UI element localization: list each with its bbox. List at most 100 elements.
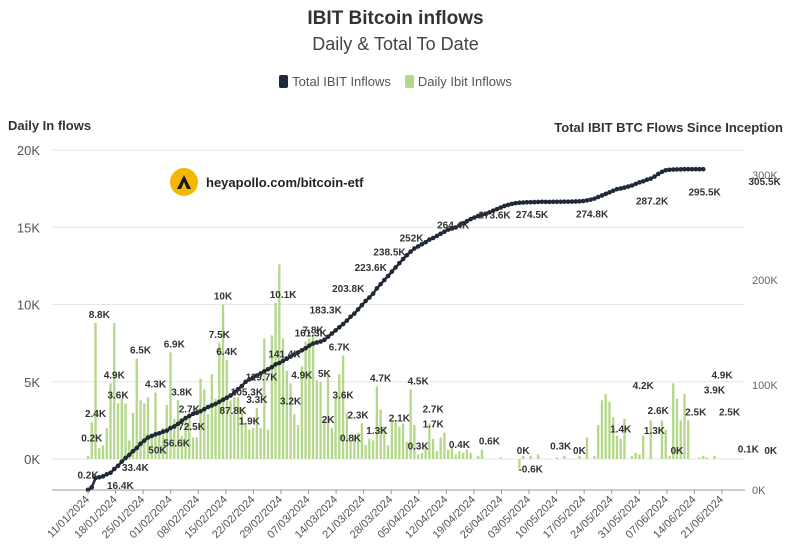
daily-bar bbox=[270, 335, 273, 459]
daily-bar bbox=[416, 454, 420, 459]
daily-bar bbox=[398, 426, 401, 459]
daily-bar bbox=[105, 428, 108, 459]
total-point bbox=[599, 193, 605, 198]
daily-bar bbox=[518, 459, 521, 469]
total-point bbox=[682, 166, 687, 172]
daily-data-label: 0.8K bbox=[340, 434, 362, 445]
daily-bar bbox=[356, 432, 360, 459]
daily-bar bbox=[480, 449, 484, 459]
total-point bbox=[438, 231, 443, 237]
total-point bbox=[385, 273, 391, 279]
daily-data-label: 0.4K bbox=[449, 440, 471, 451]
total-point bbox=[160, 429, 166, 435]
daily-bar bbox=[630, 455, 634, 459]
total-point bbox=[532, 199, 537, 205]
total-point bbox=[149, 433, 155, 439]
total-data-label: 50K bbox=[148, 446, 167, 457]
legend-swatch-total bbox=[279, 75, 289, 88]
total-point bbox=[678, 167, 684, 172]
total-point bbox=[310, 341, 316, 346]
total-point bbox=[292, 352, 297, 357]
daily-data-label: 10.1K bbox=[270, 290, 297, 301]
daily-bar bbox=[184, 415, 187, 459]
total-point bbox=[239, 383, 245, 389]
total-point bbox=[104, 471, 110, 477]
total-point bbox=[228, 393, 233, 398]
daily-bar bbox=[439, 437, 442, 459]
total-point bbox=[513, 200, 518, 206]
daily-bar bbox=[255, 408, 258, 459]
total-point bbox=[89, 484, 95, 490]
daily-data-label: 2.7K bbox=[179, 404, 201, 415]
total-data-label: 161.3K bbox=[295, 329, 328, 340]
daily-bar bbox=[454, 454, 457, 459]
right-axis-title: Total IBIT BTC Flows Since Inception bbox=[554, 120, 783, 135]
legend-swatch-daily bbox=[404, 75, 414, 88]
daily-bar bbox=[585, 437, 589, 459]
total-point bbox=[502, 203, 507, 209]
total-point bbox=[156, 431, 162, 436]
total-data-label: 72.5K bbox=[178, 422, 205, 433]
total-point bbox=[85, 487, 91, 493]
daily-bar bbox=[214, 398, 217, 459]
daily-bar bbox=[304, 341, 307, 459]
daily-data-label: 0.3K bbox=[550, 441, 572, 452]
total-point bbox=[374, 286, 380, 291]
legend-item-total[interactable]: Total IBIT Inflows bbox=[279, 74, 391, 89]
daily-data-label: 1.7K bbox=[423, 420, 445, 431]
daily-bar bbox=[638, 454, 641, 459]
total-point bbox=[198, 408, 203, 414]
total-data-label: 56.6K bbox=[163, 439, 190, 450]
daily-bar bbox=[499, 457, 502, 459]
daily-bar bbox=[229, 400, 232, 459]
total-data-label: 203.8K bbox=[332, 284, 365, 295]
total-point bbox=[558, 199, 563, 205]
total-point bbox=[303, 345, 308, 351]
total-point bbox=[457, 223, 462, 228]
daily-data-label: 5K bbox=[318, 369, 332, 380]
daily-bar bbox=[90, 421, 93, 459]
daily-bar bbox=[660, 420, 664, 459]
total-point bbox=[535, 199, 541, 205]
daily-bar bbox=[86, 455, 90, 459]
left-tick-label: 15K bbox=[17, 220, 40, 235]
total-point bbox=[562, 199, 567, 204]
daily-bar bbox=[259, 428, 262, 459]
total-point bbox=[153, 432, 158, 437]
total-point bbox=[224, 395, 230, 401]
total-point bbox=[640, 179, 646, 184]
daily-bar bbox=[176, 400, 180, 459]
total-data-label: 16.4K bbox=[107, 481, 134, 492]
total-point bbox=[487, 210, 492, 215]
daily-bar bbox=[146, 397, 150, 459]
total-point bbox=[573, 199, 578, 204]
daily-data-label: 4.9K bbox=[104, 370, 126, 381]
chart-subtitle: Daily & Total To Date bbox=[312, 34, 479, 54]
right-tick-label: 300K bbox=[752, 170, 778, 182]
daily-bar bbox=[458, 451, 461, 459]
total-point bbox=[96, 474, 102, 480]
legend-item-daily[interactable]: Daily Ibit Inflows bbox=[404, 74, 512, 89]
daily-bar bbox=[537, 454, 540, 459]
daily-bar bbox=[353, 435, 356, 459]
daily-bar bbox=[563, 455, 566, 459]
total-point bbox=[258, 371, 263, 376]
daily-data-label: 2.6K bbox=[648, 406, 670, 417]
total-point bbox=[693, 166, 699, 172]
right-tick-label: 0K bbox=[752, 485, 766, 497]
daily-bar bbox=[315, 380, 319, 459]
total-point bbox=[588, 197, 593, 202]
total-point bbox=[299, 348, 305, 353]
daily-data-label: 1.3K bbox=[644, 426, 666, 437]
daily-data-label: 3.9K bbox=[704, 386, 726, 397]
daily-bar bbox=[248, 429, 251, 459]
total-data-label: 295.5K bbox=[688, 188, 721, 199]
total-data-label: 252K bbox=[400, 233, 425, 244]
total-point bbox=[610, 188, 616, 194]
daily-data-label: 4.9K bbox=[711, 370, 733, 381]
total-point bbox=[633, 181, 639, 187]
daily-data-label: 3.2K bbox=[280, 397, 302, 408]
daily-bar bbox=[428, 423, 431, 459]
daily-bar bbox=[371, 440, 375, 459]
